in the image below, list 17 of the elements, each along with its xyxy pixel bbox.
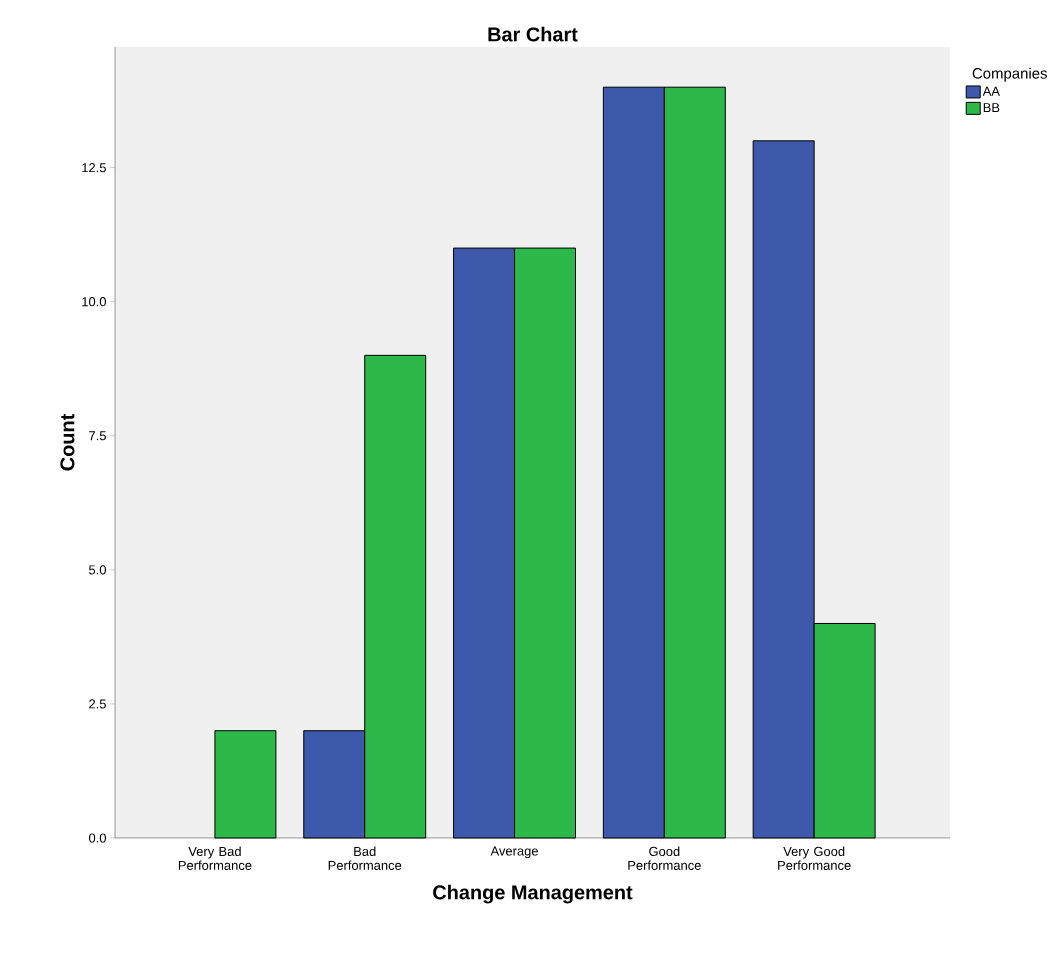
x-tick-label: Average — [490, 846, 538, 859]
y-tick-label: 5.0 — [89, 565, 106, 575]
y-tick-label: 2.5 — [89, 699, 106, 709]
x-tick-label: Very Bad Performance — [178, 846, 252, 870]
legend-label: AA — [982, 86, 1000, 96]
y-tick-label: 12.5 — [82, 163, 106, 173]
x-tick-label: Good Performance — [628, 846, 701, 870]
y-tick-label: 0.0 — [88, 833, 106, 843]
y-tick-label: 7.5 — [89, 431, 106, 441]
y-tick-label: 10.0 — [82, 297, 106, 307]
legend-title: Companies — [972, 67, 1047, 82]
chart-title: Bar Chart — [488, 26, 578, 42]
legend-label: BB — [983, 103, 1000, 113]
x-tick-label: Very Good Performance — [778, 846, 851, 870]
y-axis-title: Count — [60, 413, 75, 471]
x-tick-label: Bad Performance — [328, 846, 402, 870]
x-axis-title: Change Management — [433, 884, 633, 904]
